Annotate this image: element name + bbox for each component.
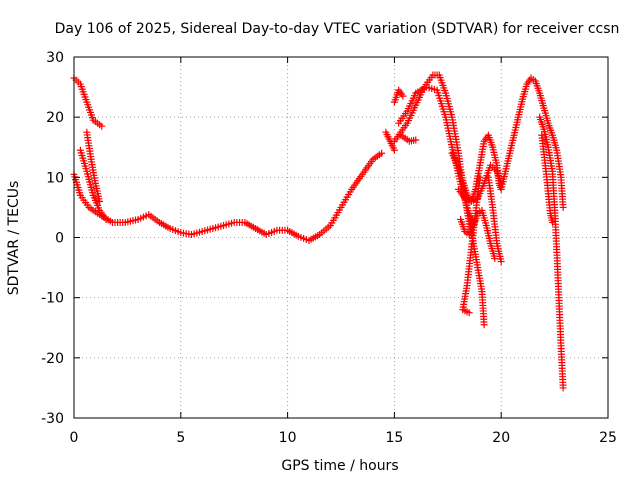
x-tick-label: 20 <box>492 430 510 446</box>
y-tick-label: 30 <box>46 50 64 66</box>
y-tick-labels: -30 -20 -10 0 10 20 30 <box>41 50 64 427</box>
series-trace-7 <box>390 86 407 106</box>
axis-ticks <box>73 56 609 419</box>
y-tick-label: 0 <box>55 231 64 247</box>
series-trace-17 <box>457 206 499 263</box>
plus-marker <box>390 146 398 154</box>
series-trace-3 <box>76 146 110 223</box>
plus-marker <box>497 179 505 187</box>
series-trace-12 <box>536 113 567 392</box>
series-trace-8 <box>397 131 420 145</box>
x-tick-label: 25 <box>599 430 617 446</box>
plus-marker <box>412 136 420 144</box>
chart-title: Day 106 of 2025, Sidereal Day-to-day VTE… <box>55 21 620 37</box>
x-tick-label: 10 <box>279 430 297 446</box>
series-trace-1 <box>70 74 106 130</box>
plus-marker <box>559 384 567 392</box>
plus-marker <box>465 309 473 317</box>
y-tick-label: 20 <box>46 110 64 126</box>
series-trace-9 <box>382 128 398 154</box>
series-trace-13 <box>538 131 556 226</box>
plus-marker <box>491 255 499 263</box>
plus-marker <box>497 258 505 266</box>
plus-marker <box>96 197 104 205</box>
y-tick-label: -30 <box>41 411 64 427</box>
y-tick-label: -10 <box>41 291 64 307</box>
series-trace-16 <box>484 173 505 266</box>
x-tick-label: 0 <box>70 430 79 446</box>
x-tick-label: 5 <box>176 430 185 446</box>
plus-marker <box>480 321 488 329</box>
x-tick-labels: 0 5 10 15 20 25 <box>70 430 617 446</box>
y-tick-label: 10 <box>46 170 64 186</box>
y-axis-label: SDTVAR / TECUs <box>6 181 22 296</box>
x-axis-label: GPS time / hours <box>281 458 398 474</box>
y-tick-label: -20 <box>41 351 64 367</box>
plus-marker <box>378 149 386 157</box>
plus-marker <box>559 203 567 211</box>
plus-marker <box>548 218 556 226</box>
x-tick-label: 15 <box>385 430 403 446</box>
plus-marker <box>102 215 110 223</box>
plus-marker <box>98 122 106 130</box>
series-trace-10 <box>448 74 567 211</box>
grid-lines <box>74 57 608 418</box>
data-marks <box>70 71 567 392</box>
series-trace-2 <box>70 149 386 245</box>
series-trace-4 <box>83 128 104 205</box>
plus-marker <box>399 92 407 100</box>
